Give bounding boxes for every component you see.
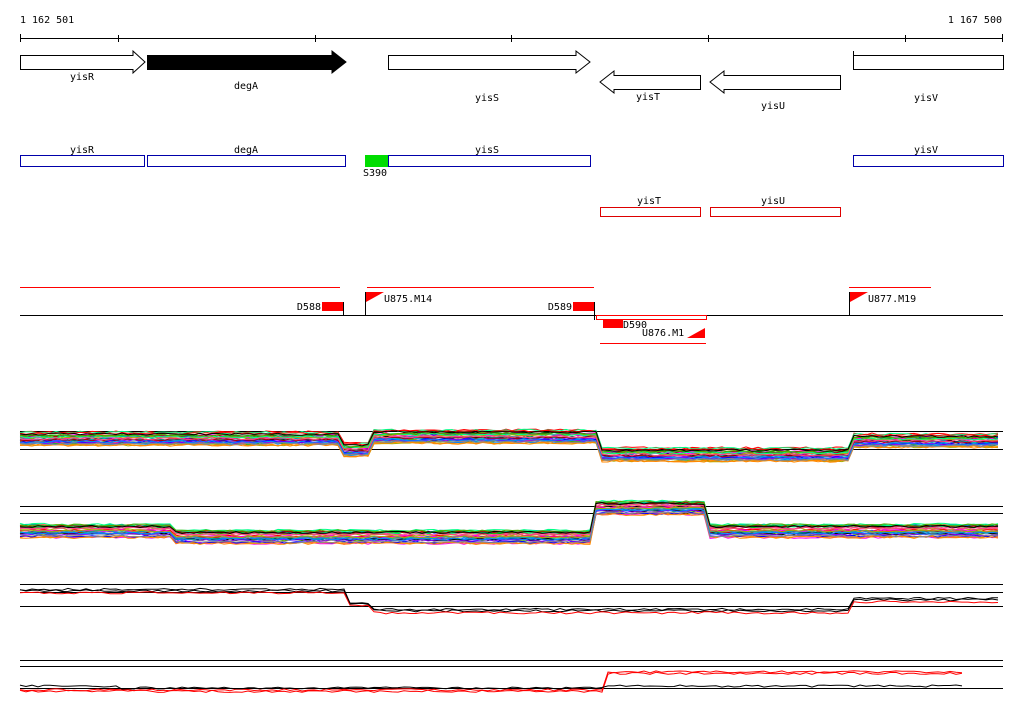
expression-trace: [19, 430, 999, 452]
expression-trace: [19, 441, 999, 463]
plus-label-yisS: yisS: [475, 145, 499, 156]
minus-box-yisT[interactable]: [600, 207, 701, 217]
gene-arrow-yisT[interactable]: [599, 69, 701, 95]
profile-panel-4: [19, 660, 1003, 693]
profile-panel-1: [19, 428, 1003, 463]
expression-trace: [19, 441, 999, 463]
expression-trace: [19, 508, 999, 541]
plus-label-yisR: yisR: [70, 145, 95, 156]
site-marker-box[interactable]: [365, 155, 388, 167]
plus-annotation-track: [20, 155, 1004, 167]
plus-label-degA: degA: [234, 145, 258, 156]
expression-trace: [19, 511, 999, 544]
gene-label-yisU: yisU: [761, 101, 785, 112]
expression-trace: [19, 438, 999, 461]
minus-label-yisU: yisU: [761, 196, 785, 207]
gene-label-yisT: yisT: [636, 92, 660, 103]
profile-panel-2: [19, 499, 1003, 546]
gene-track: [20, 49, 1004, 95]
start-coordinate: 1 162 501: [20, 15, 74, 26]
expression-trace: [19, 500, 999, 533]
plus-box-yisV[interactable]: [853, 155, 1004, 167]
minus-annotation-track: [600, 207, 841, 217]
down-label-D589: D589: [548, 302, 572, 313]
gene-label-yisR: yisR: [70, 72, 95, 83]
plus-box-degA[interactable]: [147, 155, 346, 167]
expression-trace: [19, 433, 999, 455]
expression-trace: [19, 587, 998, 612]
down-label-D590: D590: [623, 320, 647, 331]
gene-arrow-yisU[interactable]: [709, 69, 841, 95]
gene-label-degA: degA: [234, 81, 258, 92]
plus-label-yisV: yisV: [914, 145, 938, 156]
up-flag-U876[interactable]: [687, 328, 705, 338]
gene-label-yisS: yisS: [475, 93, 499, 104]
gene-arrow-yisS[interactable]: [388, 49, 591, 75]
up-flag-U875[interactable]: [366, 292, 384, 302]
up-label-U875: U875.M14: [384, 294, 432, 305]
expression-trace: [19, 506, 999, 539]
gene-label-yisV: yisV: [914, 93, 938, 104]
expression-trace: [19, 684, 963, 690]
down-block-D588[interactable]: [322, 302, 343, 311]
plus-box-yisR[interactable]: [20, 155, 145, 167]
profile-panel-3: [19, 584, 1003, 615]
expression-trace: [19, 591, 999, 615]
minus-label-yisT: yisT: [637, 196, 661, 207]
end-coordinate: 1 167 500: [948, 15, 1002, 26]
expression-trace: [19, 440, 999, 462]
up-label-U877: U877.M19: [868, 294, 916, 305]
up-label-U876: U876.M1: [642, 328, 684, 339]
expression-trace: [19, 435, 999, 457]
expression-trace: [19, 501, 999, 535]
segmentation-track: [20, 287, 1003, 344]
down-block-D590[interactable]: [603, 320, 623, 328]
minus-box-yisU[interactable]: [710, 207, 841, 217]
down-label-D588: D588: [297, 302, 321, 313]
site-marker-label: S390: [363, 168, 387, 179]
expression-trace: [19, 671, 963, 693]
expression-trace: [19, 511, 999, 544]
gene-arrow-degA[interactable]: [147, 49, 347, 75]
gene-arrow-yisR[interactable]: [20, 49, 146, 75]
expression-trace: [19, 589, 999, 613]
up-flag-U877[interactable]: [850, 292, 868, 302]
expression-trace: [19, 503, 999, 536]
plus-box-yisS[interactable]: [388, 155, 591, 167]
gene-arrow-yisV[interactable]: [853, 51, 1004, 70]
ruler: [20, 34, 1003, 42]
expression-trace: [19, 670, 963, 692]
down-block-D589[interactable]: [573, 302, 594, 311]
